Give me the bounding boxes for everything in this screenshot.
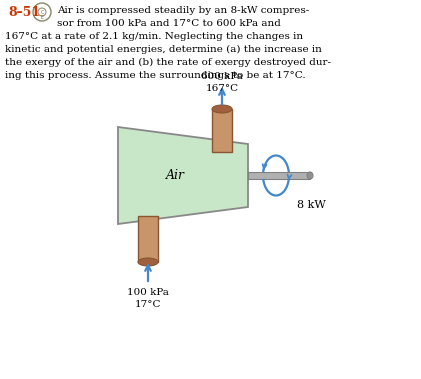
Text: 167°C at a rate of 2.1 kg/min. Neglecting the changes in: 167°C at a rate of 2.1 kg/min. Neglectin… bbox=[5, 32, 303, 41]
Text: 17°C: 17°C bbox=[135, 300, 161, 309]
Text: 100 kPa: 100 kPa bbox=[127, 288, 169, 297]
Text: Air is compressed steadily by an 8-kW compres-: Air is compressed steadily by an 8-kW co… bbox=[57, 6, 309, 15]
Text: 8 kW: 8 kW bbox=[297, 199, 326, 210]
Text: 600 kPa: 600 kPa bbox=[201, 72, 243, 81]
Text: ing this process. Assume the surroundings to be at 17°C.: ing this process. Assume the surrounding… bbox=[5, 71, 306, 80]
Ellipse shape bbox=[212, 105, 232, 113]
Text: the exergy of the air and (b) the rate of exergy destroyed dur-: the exergy of the air and (b) the rate o… bbox=[5, 58, 331, 67]
Ellipse shape bbox=[138, 258, 158, 266]
Text: 167°C: 167°C bbox=[205, 84, 239, 93]
Ellipse shape bbox=[307, 172, 313, 179]
Text: 8–51: 8–51 bbox=[8, 6, 40, 19]
Text: sor from 100 kPa and 17°C to 600 kPa and: sor from 100 kPa and 17°C to 600 kPa and bbox=[57, 19, 281, 28]
Bar bbox=[212, 109, 232, 152]
Text: C
E: C E bbox=[40, 9, 44, 20]
Bar bbox=[248, 172, 310, 179]
Bar bbox=[138, 216, 158, 262]
Polygon shape bbox=[118, 127, 248, 224]
Text: Air: Air bbox=[165, 169, 184, 182]
Text: kinetic and potential energies, determine (a) the increase in: kinetic and potential energies, determin… bbox=[5, 45, 322, 54]
